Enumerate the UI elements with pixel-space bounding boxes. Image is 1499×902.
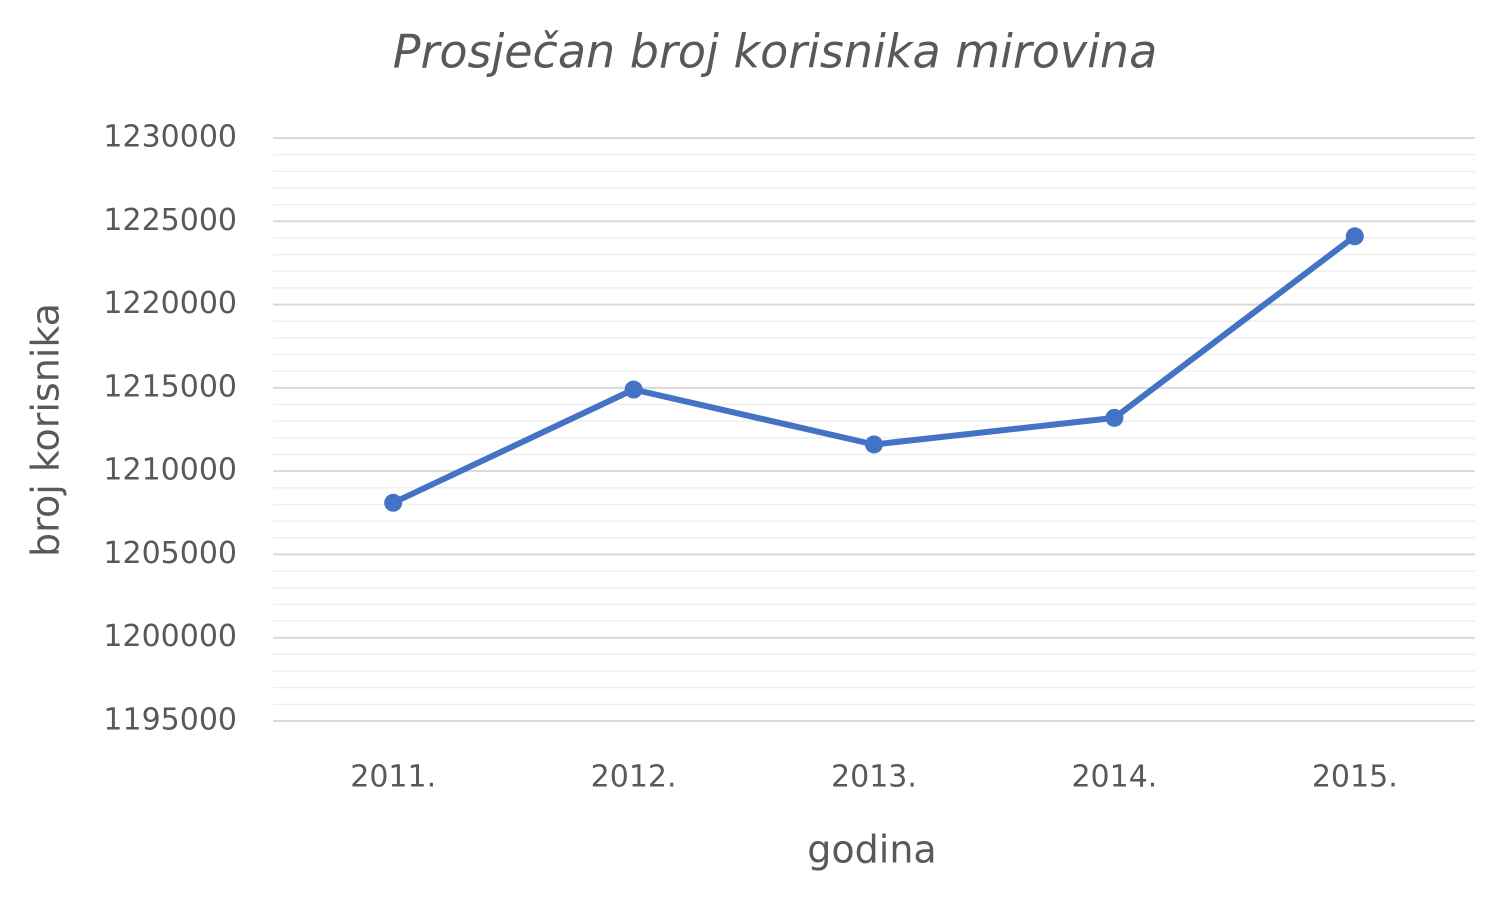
y-tick-label: 1195000 — [103, 703, 237, 738]
x-tick-label: 2013. — [831, 760, 917, 795]
chart-title: Prosječan broj korisnika mirovina — [393, 25, 1158, 79]
data-point — [865, 435, 883, 454]
plot — [384, 227, 1364, 512]
y-tick-label: 1200000 — [103, 619, 237, 654]
x-tick-label: 2015. — [1312, 760, 1398, 795]
x-tick-label: 2011. — [350, 760, 436, 795]
y-tick-label: 1225000 — [103, 203, 237, 238]
y-tick-label: 1215000 — [103, 369, 237, 404]
y-tick-label: 1230000 — [103, 120, 237, 155]
grid — [273, 137, 1475, 722]
y-tick-label: 1220000 — [103, 286, 237, 321]
x-tick-label: 2012. — [591, 760, 677, 795]
x-tick-label: 2014. — [1071, 760, 1157, 795]
y-tick-label: 1205000 — [103, 536, 237, 571]
data-point — [1105, 408, 1124, 427]
data-point — [384, 493, 403, 512]
data-point — [624, 380, 643, 399]
data-point — [1345, 227, 1364, 246]
series-line — [391, 233, 1357, 506]
y-tick-label: 1210000 — [103, 453, 237, 488]
y-axis-title: broj korisnika — [24, 303, 68, 557]
x-axis-title: godina — [807, 828, 936, 872]
